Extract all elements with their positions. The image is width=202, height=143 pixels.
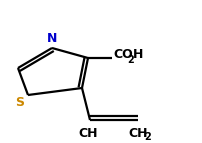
Text: S: S [15,97,24,110]
Text: CH: CH [127,127,147,140]
Text: CO: CO [113,48,132,61]
Text: 2: 2 [143,132,150,142]
Text: N: N [47,31,57,44]
Text: H: H [132,48,143,61]
Text: 2: 2 [126,55,133,65]
Text: CH: CH [78,127,97,140]
